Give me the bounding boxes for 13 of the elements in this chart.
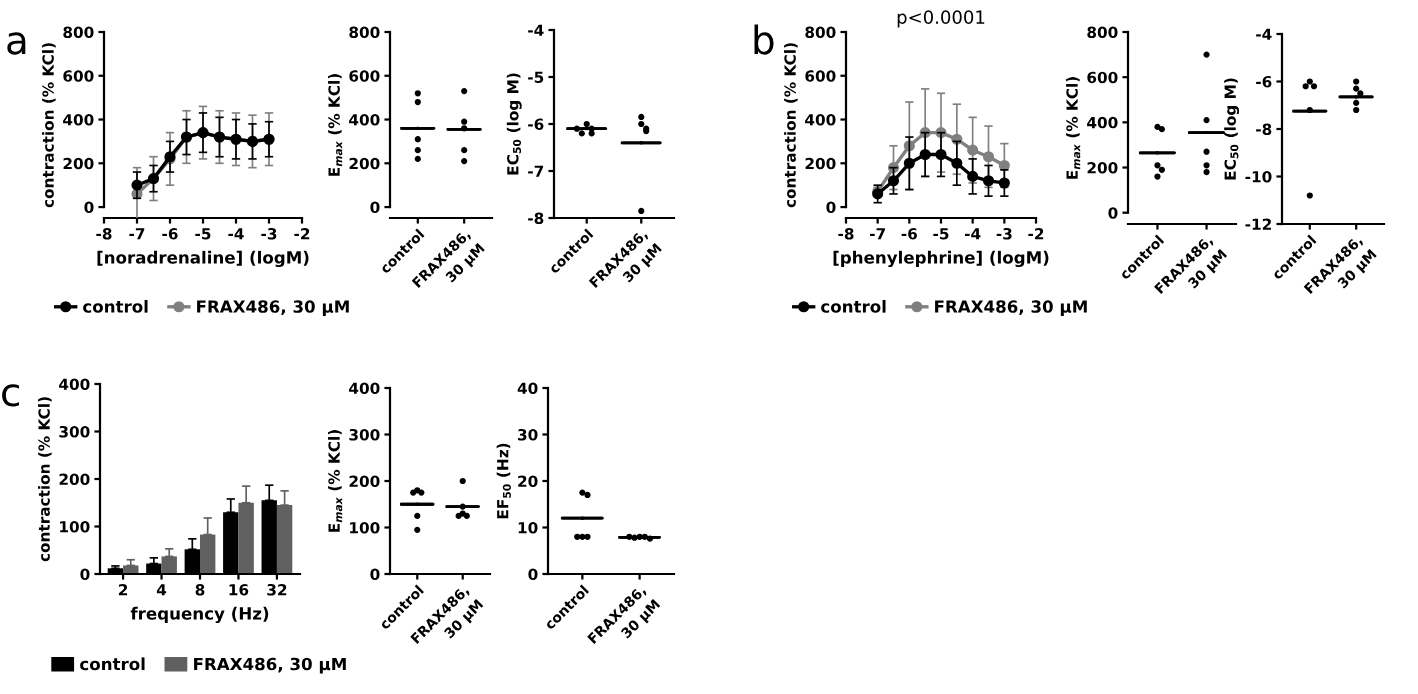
x-axis-title: frequency (Hz) [130,606,269,624]
x-axis-title: [phenylephrine] (logM) [833,250,1049,268]
text: c [2,384,19,407]
legend-label: control [83,299,148,313]
x-axis-title: [noradrenaline] (logM) [97,250,309,268]
legend-label: control [80,657,145,671]
legend-label: FRAX486, 30 µM [194,657,346,674]
text: a [7,32,26,55]
legend-label: FRAX486, 30 µM [197,300,349,317]
legend-label: control [821,299,886,313]
chart-title: p<0.0001 [897,10,985,28]
text: b [754,24,774,55]
legend-label: FRAX486, 30 µM [935,300,1087,317]
